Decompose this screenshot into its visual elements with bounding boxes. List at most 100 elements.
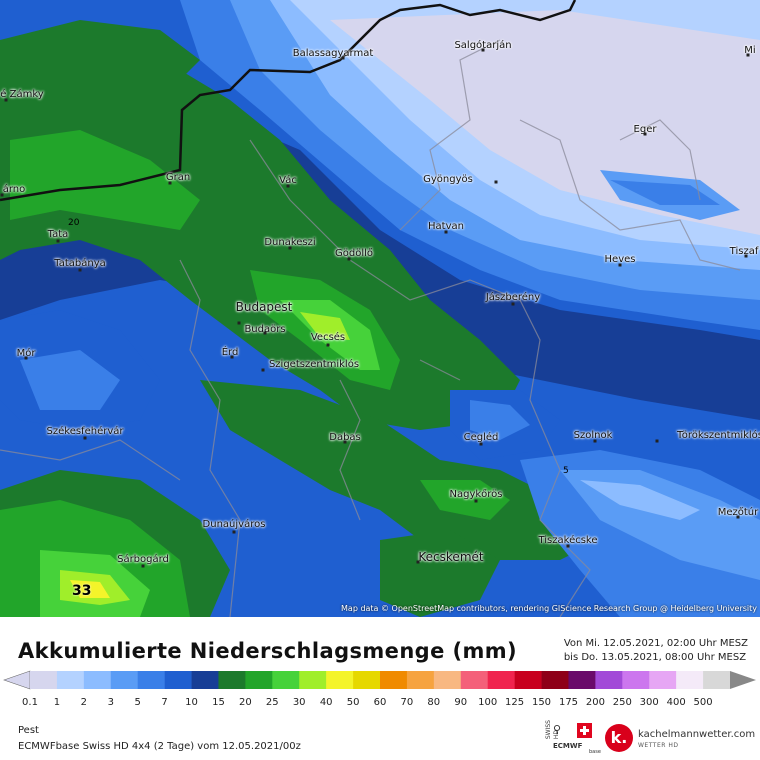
city-marker <box>736 515 740 519</box>
city-marker <box>232 530 236 534</box>
city-label: Cegléd <box>463 432 499 443</box>
city-label: Székesfehérvár <box>46 426 124 437</box>
city-marker <box>263 331 267 335</box>
city-label: Salgótarján <box>454 40 512 51</box>
city-marker <box>746 53 750 57</box>
period-to: bis Do. 13.05.2021, 08:00 Uhr MESZ <box>563 652 747 663</box>
scale-tick-label: 20 <box>239 697 252 708</box>
color-swatch <box>56 671 85 689</box>
scale-tick-label: 0.1 <box>22 697 38 708</box>
color-swatch <box>326 671 354 689</box>
kachelmann-logo-icon[interactable]: k. <box>605 724 633 752</box>
scale-end-arrow <box>730 671 756 689</box>
logos: SWISS HD ⚲ ECMWF base k. kachelmannwette… <box>545 720 756 755</box>
scale-tick-label: 250 <box>612 697 632 708</box>
city-label: Vác <box>279 175 297 186</box>
scale-tick-label: 80 <box>427 697 441 708</box>
city-marker <box>474 499 478 503</box>
city-label: Dabas <box>329 432 361 443</box>
color-swatch <box>433 671 462 689</box>
color-swatch <box>137 671 165 689</box>
city-marker <box>141 564 145 568</box>
scale-tick-label: 100 <box>478 697 498 708</box>
city-marker <box>78 268 82 272</box>
city-marker <box>618 263 622 267</box>
city-marker <box>24 356 28 360</box>
city-label: Heves <box>604 254 636 265</box>
city-marker <box>83 436 87 440</box>
contour-label: 20 <box>68 218 80 228</box>
city-marker <box>655 439 659 443</box>
contour-label: 5 <box>563 466 569 476</box>
color-swatch <box>514 671 542 689</box>
city-marker <box>286 184 290 188</box>
scale-tick-label: 5 <box>134 697 141 708</box>
kachelmann-name[interactable]: kachelmannwetter.com <box>638 729 756 740</box>
city-label: Sárbogárd <box>117 554 169 565</box>
color-swatch <box>541 671 569 689</box>
color-swatch <box>30 671 58 689</box>
legend-period: Von Mi. 12.05.2021, 02:00 Uhr MESZ bis D… <box>564 637 748 665</box>
color-scale-ticks: 0.1 1 2 3 5 7 10 15 20 25 30 40 50 60 70 80 90 100 125 150 1… <box>0 697 760 711</box>
city-label: Kecskemét <box>418 550 484 564</box>
scale-tick-label: 1 <box>53 697 61 708</box>
scale-tick-label: 300 <box>639 697 659 708</box>
legend-panel: Akkumulierte Niederschlagsmenge (mm) Von… <box>0 617 760 760</box>
legend-title: Akkumulierte Niederschlagsmenge (mm) <box>18 639 518 663</box>
color-swatch <box>272 671 300 689</box>
city-marker <box>343 440 347 444</box>
max-value-label: 33 <box>72 583 92 599</box>
city-marker <box>593 439 597 443</box>
city-label: Eger <box>633 124 657 135</box>
city-marker <box>744 254 748 258</box>
city-label: Jászberény <box>485 292 541 303</box>
city-marker <box>326 343 330 347</box>
color-swatch <box>110 671 138 689</box>
color-scale-bar <box>3 670 756 690</box>
scale-tick-label: 40 <box>319 697 333 708</box>
map-canvas <box>0 0 760 617</box>
search-icon: ⚲ <box>553 723 562 736</box>
color-swatch <box>595 671 623 689</box>
color-swatch <box>406 671 435 689</box>
city-label: Törökszentmiklós <box>676 430 760 441</box>
precipitation-map[interactable]: 33 20 5 Balassagyarmat Salgótarján Mi é Zám… <box>0 0 760 617</box>
color-swatch <box>487 671 515 689</box>
scale-tick-label: 30 <box>292 697 306 708</box>
city-label: Tata <box>47 229 69 240</box>
city-label: Dunaújváros <box>202 519 266 530</box>
city-label: Szolnok <box>573 430 613 441</box>
color-swatch <box>460 671 488 689</box>
kachelmann-sub: WETTER HD <box>638 742 679 749</box>
region-label: Pest <box>18 725 39 736</box>
color-swatch <box>164 671 192 689</box>
color-swatch <box>83 671 112 689</box>
color-swatch <box>622 671 650 689</box>
city-label: Mi <box>744 45 756 56</box>
city-label: Hatvan <box>428 221 464 232</box>
color-swatch <box>380 671 408 689</box>
city-marker <box>237 321 241 325</box>
city-label: Budaörs <box>244 324 286 335</box>
color-swatch <box>649 671 677 689</box>
scale-tick-label: 500 <box>693 697 713 708</box>
scale-tick-label: 2 <box>80 697 87 708</box>
city-marker <box>481 48 485 52</box>
scale-tick-label: 50 <box>346 697 360 708</box>
color-swatch <box>568 671 596 689</box>
city-label: Tatabánya <box>54 258 106 269</box>
period-from: Von Mi. 12.05.2021, 02:00 Uhr MESZ <box>563 638 748 649</box>
city-marker <box>479 442 483 446</box>
scale-tick-label: 90 <box>454 697 468 708</box>
city-marker <box>56 239 60 243</box>
scale-tick-label: 7 <box>161 697 168 708</box>
city-label: Mezőtúr <box>717 507 759 518</box>
scale-tick-label: 3 <box>107 697 114 708</box>
city-marker <box>168 181 172 185</box>
color-swatch <box>191 671 219 689</box>
scale-tick-label: 70 <box>400 697 414 708</box>
city-label: Nagykőrös <box>449 489 503 500</box>
swiss-flag-icon <box>577 723 592 738</box>
city-label: Mór <box>16 348 36 359</box>
city-marker <box>444 230 448 234</box>
